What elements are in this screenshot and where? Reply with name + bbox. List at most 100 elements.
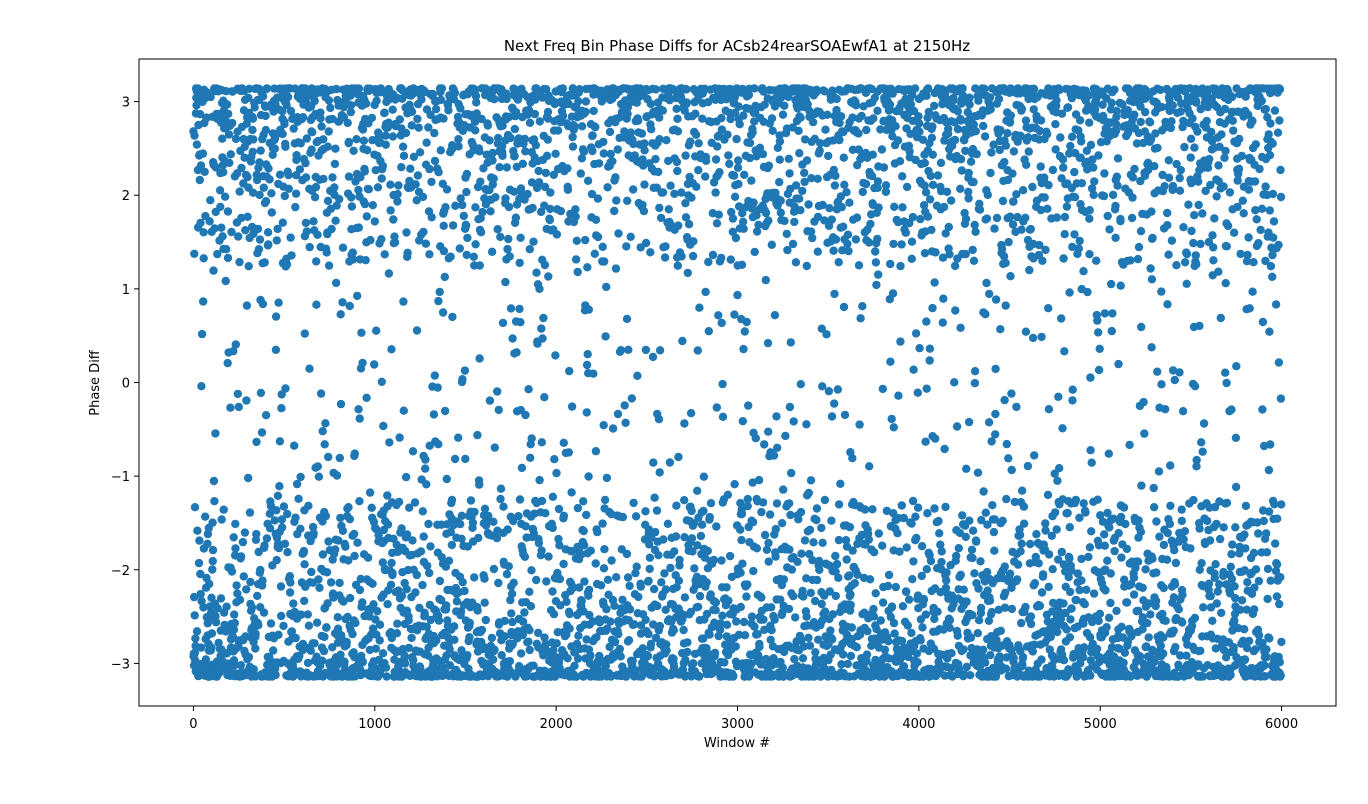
data-point — [981, 310, 990, 319]
data-point — [343, 118, 352, 128]
data-point — [520, 134, 529, 144]
data-point — [448, 221, 458, 230]
data-point — [413, 171, 423, 180]
data-point — [301, 158, 310, 168]
data-point — [462, 169, 472, 179]
data-point — [734, 102, 743, 111]
data-point — [545, 215, 554, 225]
data-point — [962, 464, 971, 473]
data-point — [1054, 392, 1063, 401]
data-point — [594, 159, 604, 168]
data-point — [682, 85, 691, 94]
data-point — [246, 577, 255, 587]
data-point — [974, 616, 984, 625]
data-point — [791, 613, 800, 622]
data-point — [915, 119, 924, 128]
data-point — [1059, 656, 1069, 665]
data-point — [356, 173, 365, 182]
data-point — [817, 523, 826, 533]
data-point — [588, 146, 597, 156]
data-point — [439, 114, 448, 123]
data-point — [344, 556, 353, 565]
data-point — [197, 329, 207, 339]
data-point — [427, 213, 436, 222]
data-point — [1066, 141, 1075, 151]
data-point — [822, 330, 831, 339]
data-point — [489, 517, 498, 526]
data-point — [296, 472, 305, 482]
data-point — [694, 139, 703, 148]
data-point — [310, 639, 319, 648]
data-point — [233, 389, 242, 399]
data-point — [987, 148, 996, 157]
data-point — [733, 290, 742, 300]
data-point — [211, 429, 220, 438]
data-point — [567, 488, 576, 497]
data-point — [256, 565, 265, 575]
data-point — [704, 327, 713, 336]
data-point — [956, 570, 965, 579]
data-point — [254, 621, 263, 630]
data-point — [751, 434, 760, 443]
data-point — [952, 551, 961, 561]
data-point — [445, 661, 455, 670]
data-point — [470, 507, 479, 517]
data-point — [1057, 547, 1067, 557]
data-point — [484, 511, 493, 521]
data-point — [201, 655, 211, 664]
data-point — [307, 567, 316, 577]
data-point — [361, 99, 371, 108]
data-point — [655, 203, 664, 213]
data-point — [365, 488, 375, 497]
data-point — [576, 169, 585, 178]
data-point — [397, 591, 407, 600]
data-point — [197, 643, 206, 652]
data-point — [840, 180, 849, 189]
data-point — [515, 258, 524, 268]
data-point — [672, 157, 682, 167]
data-point — [723, 130, 732, 139]
data-point — [747, 612, 757, 621]
data-point — [1001, 258, 1010, 268]
data-point — [399, 151, 409, 160]
data-point — [879, 163, 889, 172]
data-point — [644, 576, 653, 586]
data-point — [851, 101, 861, 110]
data-point — [794, 126, 803, 135]
data-point — [338, 526, 348, 535]
data-point — [961, 532, 970, 542]
data-point — [263, 228, 273, 237]
data-point — [537, 496, 547, 506]
data-point — [613, 145, 622, 154]
data-point — [872, 280, 881, 290]
data-point — [640, 180, 649, 189]
data-point — [492, 533, 502, 543]
data-point — [347, 202, 357, 211]
data-point — [945, 616, 955, 625]
data-point — [673, 127, 683, 136]
data-point — [785, 499, 794, 508]
data-point — [1007, 389, 1016, 398]
data-point — [205, 217, 214, 226]
data-point — [305, 242, 314, 252]
data-point — [758, 149, 768, 159]
data-point — [583, 263, 592, 272]
data-point — [446, 527, 455, 537]
data-point — [842, 188, 851, 197]
data-point — [374, 530, 383, 540]
data-point — [904, 595, 914, 604]
data-point — [493, 387, 502, 396]
data-point — [761, 208, 771, 218]
data-point — [236, 552, 246, 561]
data-point — [328, 643, 337, 652]
data-point — [199, 603, 208, 612]
data-point — [865, 575, 875, 584]
data-point — [1070, 193, 1080, 202]
data-point — [1071, 495, 1081, 505]
data-point — [294, 494, 303, 503]
data-point — [587, 189, 597, 199]
data-point — [902, 182, 912, 192]
data-point — [223, 253, 233, 263]
data-point — [942, 187, 952, 196]
data-point — [574, 97, 583, 106]
